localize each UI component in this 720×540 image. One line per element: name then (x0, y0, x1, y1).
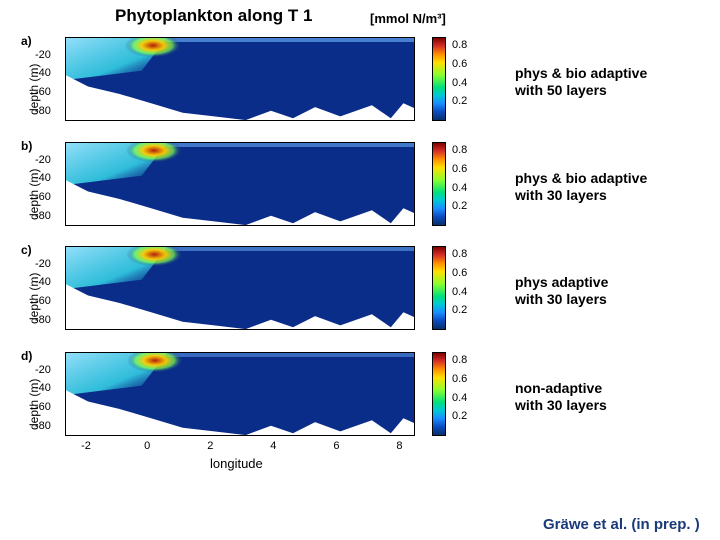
y-axis-label: depth (m) (27, 64, 41, 115)
colorbar-tick: 0.2 (452, 95, 467, 107)
page-title: Phytoplankton along T 1 (115, 6, 312, 26)
xtick: 6 (333, 440, 339, 452)
panel-caption-d: non-adaptivewith 30 layers (515, 380, 607, 414)
y-axis-label: depth (m) (27, 273, 41, 324)
colorbar-tick: 0.8 (452, 248, 467, 260)
colorbar-tick: 0.8 (452, 39, 467, 51)
colorbar-tick: 0.2 (452, 200, 467, 212)
ytick: -20 (35, 364, 51, 376)
colorbar-tick: 0.8 (452, 354, 467, 366)
colorbar-tick: 0.6 (452, 373, 467, 385)
panel-caption-a: phys & bio adaptivewith 50 layers (515, 65, 647, 99)
x-axis-label: longitude (210, 456, 263, 471)
xtick: 0 (144, 440, 150, 452)
y-axis-label: depth (m) (27, 379, 41, 430)
chart-b (65, 142, 415, 226)
colorbar-c (432, 246, 446, 330)
xtick: 4 (270, 440, 276, 452)
unit-label: [mmol N/m³] (370, 11, 446, 26)
colorbar-tick: 0.6 (452, 163, 467, 175)
colorbar-tick: 0.2 (452, 304, 467, 316)
ytick: -20 (35, 49, 51, 61)
xtick: -2 (81, 440, 91, 452)
ytick: -20 (35, 258, 51, 270)
chart-a (65, 37, 415, 121)
colorbar-tick: 0.4 (452, 286, 467, 298)
ytick: -20 (35, 154, 51, 166)
colorbar-a (432, 37, 446, 121)
xtick: 2 (207, 440, 213, 452)
colorbar-tick: 0.4 (452, 182, 467, 194)
colorbar-tick: 0.4 (452, 77, 467, 89)
panel-label-a: a) (21, 34, 32, 48)
panel-label-d: d) (21, 349, 32, 363)
colorbar-tick: 0.8 (452, 144, 467, 156)
chart-c (65, 246, 415, 330)
panel-caption-b: phys & bio adaptivewith 30 layers (515, 170, 647, 204)
colorbar-tick: 0.6 (452, 267, 467, 279)
panel-label-b: b) (21, 139, 32, 153)
chart-d (65, 352, 415, 436)
citation-text: Gräwe et al. (in prep. ) (543, 516, 700, 533)
panel-label-c: c) (21, 243, 32, 257)
colorbar-tick: 0.2 (452, 410, 467, 422)
colorbar-d (432, 352, 446, 436)
y-axis-label: depth (m) (27, 169, 41, 220)
colorbar-tick: 0.4 (452, 392, 467, 404)
xtick: 8 (396, 440, 402, 452)
colorbar-b (432, 142, 446, 226)
panel-caption-c: phys adaptivewith 30 layers (515, 274, 608, 308)
colorbar-tick: 0.6 (452, 58, 467, 70)
